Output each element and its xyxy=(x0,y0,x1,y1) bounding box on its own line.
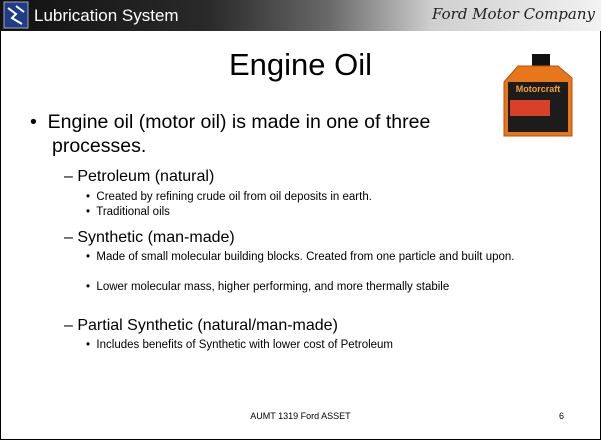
bullet-text: Partial Synthetic (natural/man-made) xyxy=(77,317,338,334)
bullet-level-3: • Includes benefits of Synthetic with lo… xyxy=(86,338,577,352)
footer-text: AUMT 1319 Ford ASSET xyxy=(0,411,601,421)
bullet-text: Made of small molecular building blocks.… xyxy=(96,251,514,263)
bullet-text: Includes benefits of Synthetic with lowe… xyxy=(96,339,393,351)
bullet-level-2: – Partial Synthetic (natural/man-made) xyxy=(64,317,338,335)
header-icon xyxy=(2,0,32,30)
bullet-text: Engine oil (motor oil) is made in one of… xyxy=(48,111,431,157)
header-bar: Lubrication System Ford Motor Company xyxy=(0,0,601,31)
bottle-label: Motorcraft xyxy=(516,84,561,94)
bullet-text: Traditional oils xyxy=(96,206,170,218)
bullet-level-3: • Traditional oils xyxy=(86,205,537,219)
bullet-text: Lower molecular mass, higher performing,… xyxy=(96,281,449,293)
bullet-level-3: • Lower molecular mass, higher performin… xyxy=(86,280,497,294)
bullet-level-3: • Made of small molecular building block… xyxy=(86,250,542,264)
bullet-text: Petroleum (natural) xyxy=(77,168,214,185)
header-title: Lubrication System xyxy=(34,6,179,26)
bullet-level-1: • Engine oil (motor oil) is made in one … xyxy=(30,110,512,158)
page-number: 6 xyxy=(559,411,564,421)
header-company: Ford Motor Company xyxy=(432,5,595,23)
bullet-level-3: • Created by refining crude oil from oil… xyxy=(86,190,537,204)
slide-page: Lubrication System Ford Motor Company En… xyxy=(0,0,601,441)
bullet-text: Created by refining crude oil from oil d… xyxy=(96,191,372,203)
bullet-text: Synthetic (man-made) xyxy=(77,229,234,246)
bullet-level-2: – Petroleum (natural) xyxy=(64,168,214,186)
bullet-level-2: – Synthetic (man-made) xyxy=(64,229,235,247)
